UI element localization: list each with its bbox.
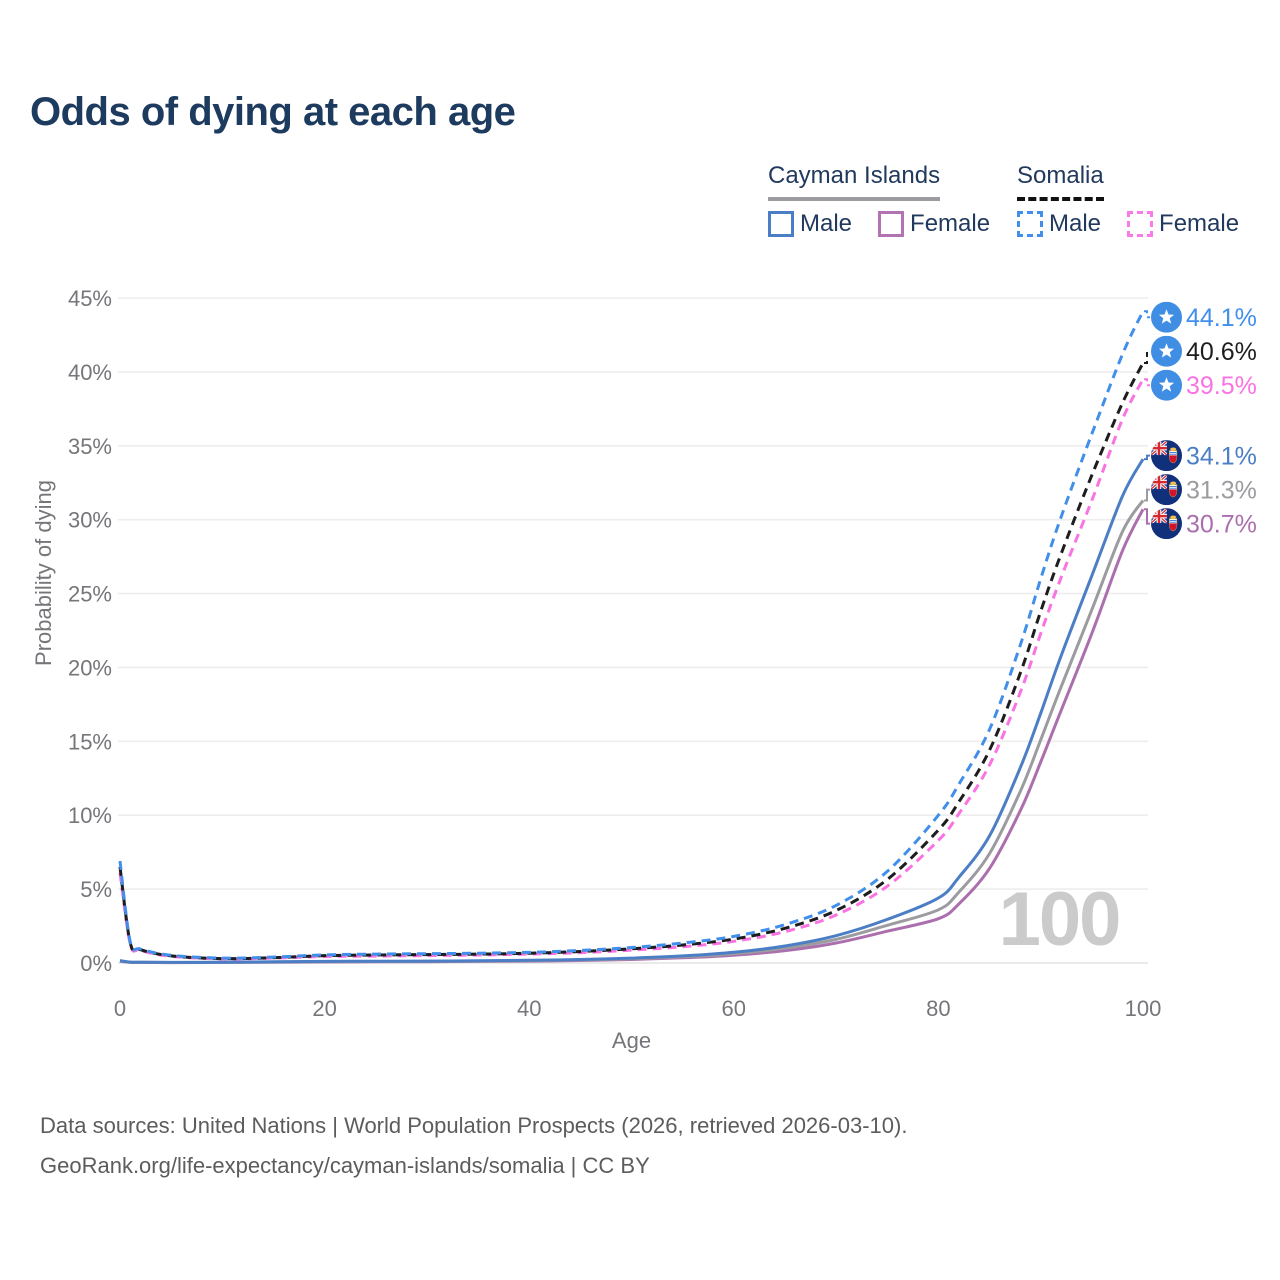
y-tick-label: 0% — [80, 951, 112, 976]
legend-item-cayman-male[interactable]: Male — [768, 210, 852, 238]
legend-country-cayman-islands[interactable]: Cayman Islands — [768, 162, 941, 201]
flag-icon-cayman-islands — [1151, 474, 1182, 505]
series-line-somalia-male[interactable] — [118, 310, 1145, 960]
legend-item-somalia-male[interactable]: Male — [1017, 210, 1101, 238]
series-line-cayman-islands-female[interactable] — [119, 508, 1145, 965]
y-tick-label: 30% — [68, 508, 112, 533]
flag-icon-somalia — [1151, 301, 1182, 333]
line-chart: 0% 5% 10% 15% 20% 25% 30% 35% 40% 45% 0 20 40 60 80 100… — [68, 286, 1257, 1021]
legend-group-cayman-islands: Cayman Islands Male Female — [768, 162, 990, 238]
end-label-connector-cayman-islands-both — [1144, 488, 1150, 502]
series-end-label-somalia-male[interactable]: 44.1% — [1186, 304, 1257, 332]
legend-label: Female — [1159, 210, 1240, 237]
flag-icon-cayman-islands — [1151, 508, 1182, 539]
age-watermark: 100 — [999, 877, 1120, 962]
series-end-label-cayman-islands-female[interactable]: 30.7% — [1186, 511, 1257, 539]
legend-label: Male — [800, 210, 853, 237]
series-end-label-somalia-both[interactable]: 40.6% — [1186, 338, 1257, 366]
data-source-footer: Data sources: United Nations | World Pop… — [40, 1106, 907, 1186]
legend-label: Male — [1049, 210, 1102, 237]
end-label-connector-somalia-male — [1144, 310, 1150, 319]
y-tick-label: 40% — [68, 360, 112, 385]
x-tick-label: 40 — [517, 996, 541, 1021]
legend-country-somalia[interactable]: Somalia — [1017, 162, 1104, 201]
series-line-cayman-islands-male[interactable] — [119, 458, 1145, 964]
y-tick-label: 15% — [68, 729, 112, 754]
y-tick-label: 45% — [68, 286, 112, 311]
series-end-label-somalia-female[interactable]: 39.5% — [1186, 372, 1257, 400]
legend-item-cayman-female[interactable]: Female — [878, 210, 990, 238]
end-label-connector-somalia-both — [1144, 350, 1150, 364]
y-tick-label: 20% — [68, 655, 112, 680]
y-tick-label: 5% — [80, 877, 112, 902]
somalia-male-swatch-icon — [1017, 211, 1043, 237]
legend-group-somalia: Somalia Male Female — [1017, 162, 1239, 238]
y-tick-label: 25% — [68, 582, 112, 607]
cayman-female-swatch-icon — [878, 211, 905, 237]
legend-label: Female — [910, 210, 991, 237]
footer-line-attribution[interactable]: GeoRank.org/life-expectancy/cayman-islan… — [40, 1153, 650, 1178]
x-axis-title: Age — [611, 1028, 652, 1053]
x-tick-label: 20 — [312, 996, 336, 1021]
footer-line-sources: Data sources: United Nations | World Pop… — [40, 1113, 908, 1138]
flag-icon-somalia — [1151, 369, 1182, 401]
x-tick-label: 100 — [1125, 996, 1162, 1021]
series-end-label-cayman-islands-male[interactable]: 34.1% — [1186, 443, 1257, 471]
series-line-somalia-both[interactable] — [118, 362, 1145, 961]
page-title: Odds of dying at each age — [30, 90, 516, 134]
series-line-somalia-female[interactable] — [118, 378, 1145, 961]
end-label-connector-cayman-islands-female — [1144, 508, 1150, 525]
series-end-label-cayman-islands-both[interactable]: 31.3% — [1186, 477, 1257, 505]
x-tick-label: 60 — [722, 996, 746, 1021]
somalia-female-swatch-icon — [1127, 211, 1154, 237]
y-tick-label: 35% — [68, 434, 112, 459]
y-tick-label: 10% — [68, 803, 112, 828]
legend-item-somalia-female[interactable]: Female — [1127, 210, 1239, 238]
end-label-connector-somalia-female — [1144, 378, 1150, 387]
cayman-male-swatch-icon — [768, 211, 794, 237]
x-tick-label: 80 — [926, 996, 950, 1021]
flag-icon-cayman-islands — [1151, 440, 1182, 471]
end-label-connector-cayman-islands-male — [1144, 454, 1150, 461]
x-tick-label: 0 — [114, 996, 126, 1021]
flag-icon-somalia — [1151, 335, 1182, 367]
